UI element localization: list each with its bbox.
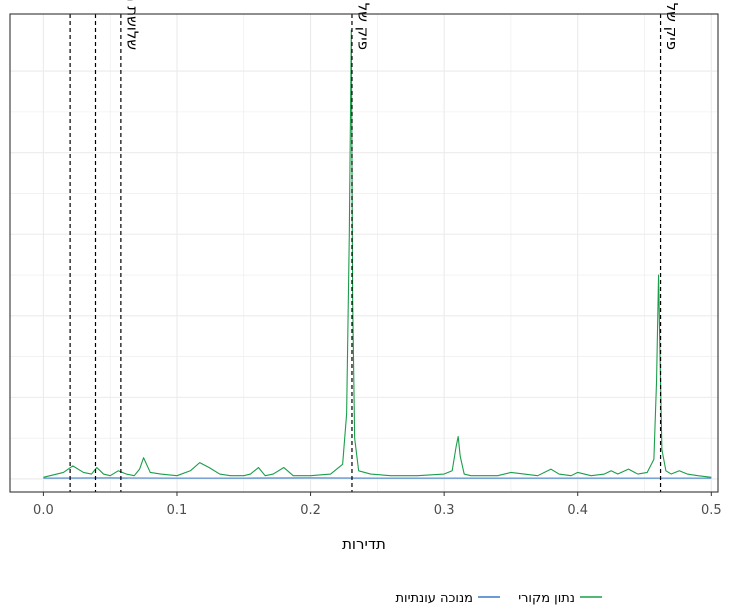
series-layer — [43, 29, 712, 479]
x-tick-label: 0.4 — [567, 503, 588, 518]
panel-border — [9, 13, 719, 493]
annotation-label: פיק של המחזור התוך חודשי — [663, 0, 681, 50]
x-tick-label: 0.3 — [434, 503, 455, 518]
annotation-layer: שלושת הפיקים הראשונים של המחזור התוך שנת… — [124, 0, 682, 50]
x-tick-label: 0.5 — [701, 503, 722, 518]
x-axis-title: תדירות — [342, 535, 386, 553]
grid — [10, 14, 718, 492]
x-tick-label: 0.0 — [33, 503, 54, 518]
legend-label-2: מנוכה עונתיות — [396, 591, 474, 606]
x-axis: 0.0 0.1 0.2 0.3 0.4 0.5 — [33, 492, 722, 518]
x-tick-label: 0.2 — [300, 503, 321, 518]
legend-label-1: נתון מקורי — [518, 591, 575, 606]
series-line-1 — [43, 29, 712, 478]
annotation-label: שלושת הפיקים הראשונים של המחזור התוך שנת… — [124, 0, 142, 50]
x-tick-label: 0.1 — [167, 503, 188, 518]
vline-layer — [69, 14, 662, 492]
legend: נתון מקורי מנוכה עונתיות — [396, 591, 602, 606]
annotation-label: פיק של המחזור התוך חודשי — [355, 0, 373, 50]
